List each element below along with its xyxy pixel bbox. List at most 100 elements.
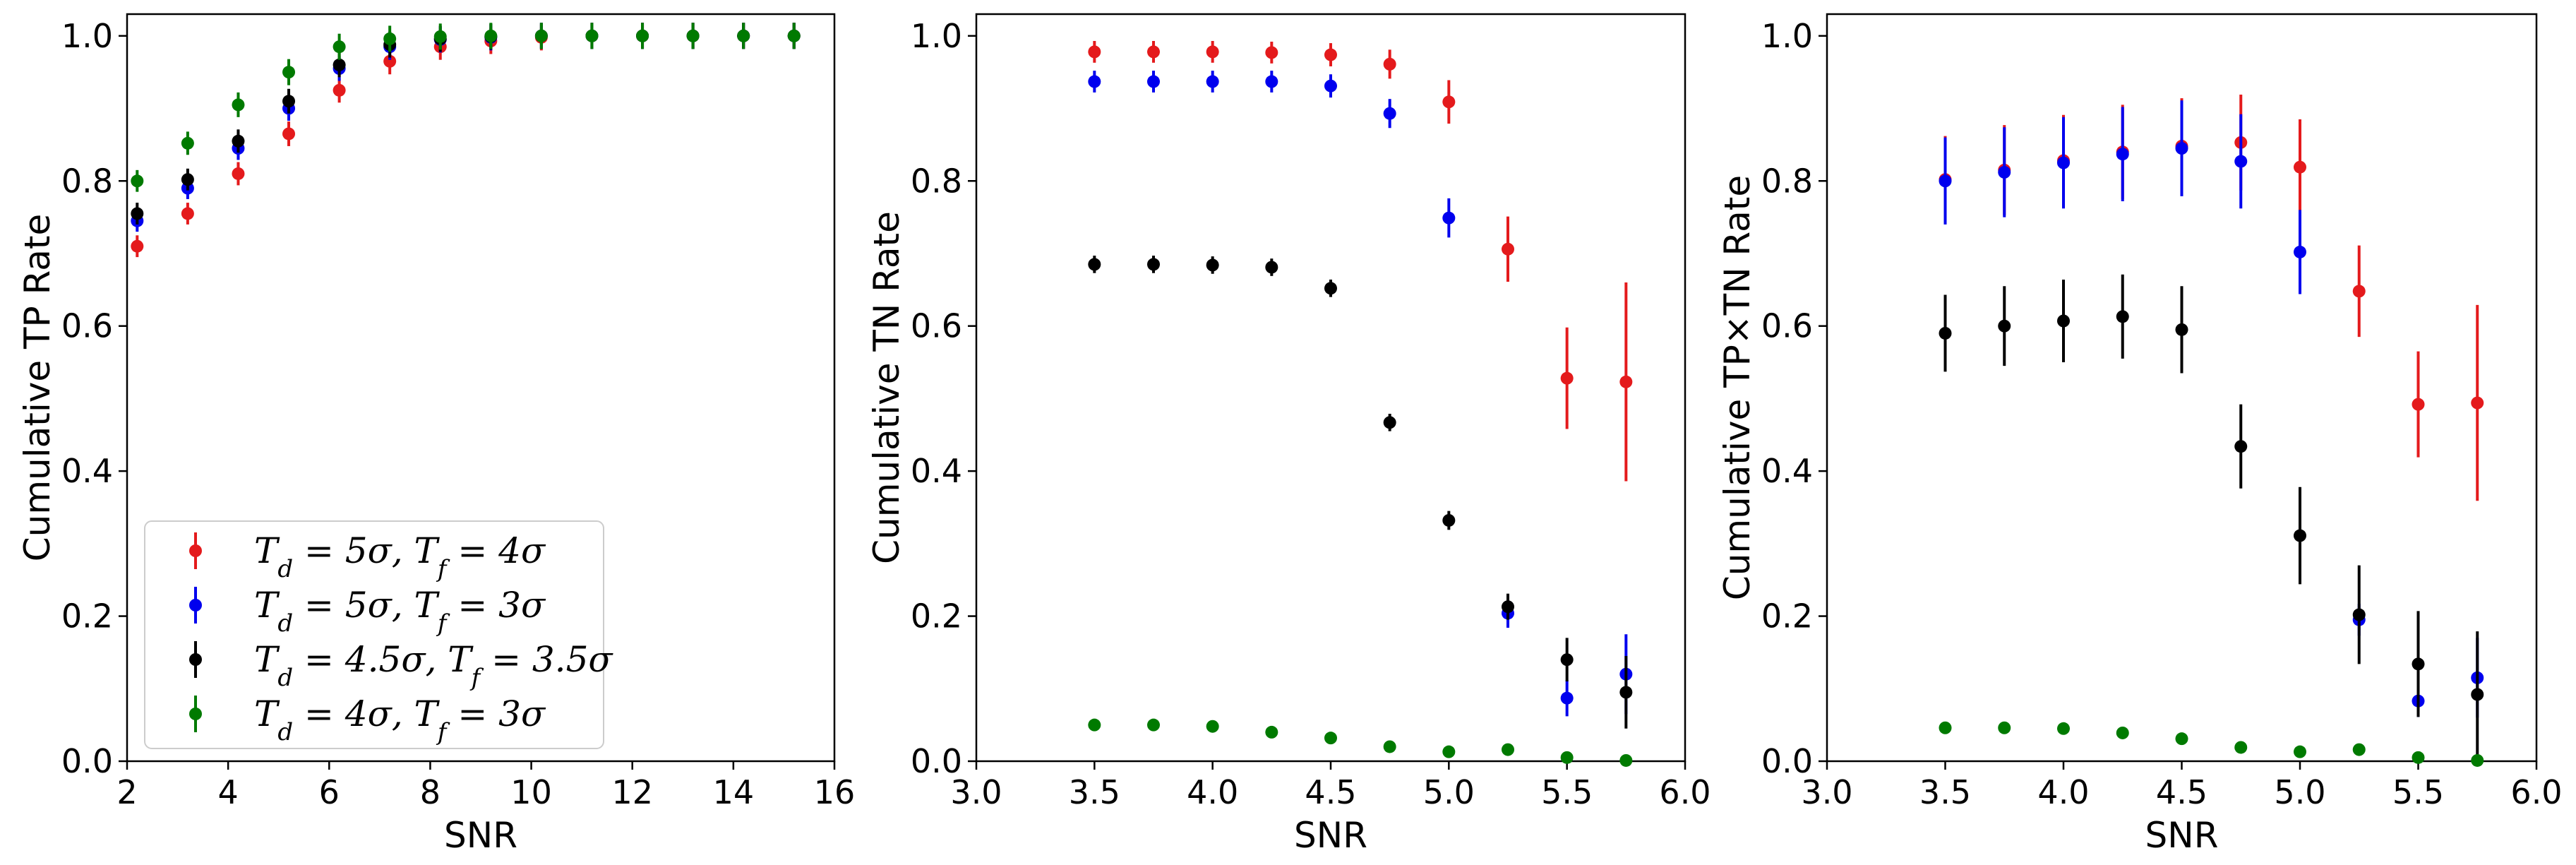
series-1 <box>1088 41 1633 482</box>
series-3 <box>1939 274 2484 758</box>
y-tick-label: 0.8 <box>1761 162 1813 200</box>
x-tick-label: 8 <box>420 773 441 811</box>
data-point <box>484 29 498 42</box>
data-point <box>1502 242 1514 256</box>
legend-marker <box>189 653 202 666</box>
y-tick-label: 0.6 <box>1761 307 1813 345</box>
chart-panel-3: 3.0 3.5 4.0 4.5 5.0 5.5 6.0 0.0 0.2 0.4 0.6 0.8 1.0 S… <box>1717 13 2563 856</box>
x-tick-label: 4 <box>218 773 239 811</box>
data-point <box>2471 396 2484 410</box>
y-tick-label: 0.4 <box>911 452 962 490</box>
data-point <box>2175 142 2188 155</box>
y-tick-label: 0.8 <box>61 162 113 200</box>
data-point <box>2175 732 2188 746</box>
data-point <box>2116 726 2129 739</box>
data-point <box>232 167 245 180</box>
x-tick-label: 3.0 <box>950 773 1002 811</box>
y-tick-label: 0.8 <box>911 162 962 200</box>
data-point <box>2471 753 2484 767</box>
data-point <box>1502 600 1514 614</box>
data-point <box>2294 160 2306 174</box>
y-tick-label: 0.2 <box>911 597 962 636</box>
data-point <box>1383 107 1396 120</box>
data-point <box>1147 75 1160 88</box>
data-point <box>1265 75 1278 88</box>
y-tick-label: 0.2 <box>61 597 113 636</box>
x-axis-label: SNR <box>1294 815 1367 856</box>
series-1 <box>1939 95 2484 501</box>
data-point <box>1619 753 1633 767</box>
data-point <box>1147 45 1160 59</box>
data-point <box>1442 95 1456 109</box>
data-point <box>1324 48 1337 61</box>
data-point <box>2471 688 2484 701</box>
data-point <box>686 29 700 42</box>
x-tick-label: 4.0 <box>1187 773 1238 811</box>
data-point <box>1560 751 1574 764</box>
data-point <box>1088 45 1101 59</box>
data-point <box>131 239 144 253</box>
data-point <box>383 54 397 68</box>
legend-entry: Td = 4.5σ, Tf = 3.5σ <box>254 639 613 692</box>
y-tick-label: 0.4 <box>61 452 113 490</box>
y-axis-label: Cumulative TN Rate <box>866 211 907 564</box>
x-tick-label: 14 <box>713 773 755 811</box>
legend-frame <box>144 520 604 749</box>
data-point <box>1939 721 1952 734</box>
legend-entry: Td = 5σ, Tf = 3σ <box>254 585 546 638</box>
data-point <box>282 66 296 79</box>
x-tick-label: 3.5 <box>1919 773 1971 811</box>
data-point <box>1324 79 1337 93</box>
data-point <box>232 98 245 112</box>
data-point <box>1560 371 1574 385</box>
x-tick-label: 4.5 <box>1305 773 1356 811</box>
series-3 <box>1088 256 1633 729</box>
x-tick-label: 6.0 <box>1659 773 1711 811</box>
data-point <box>1560 691 1574 705</box>
data-point <box>1998 165 2011 179</box>
data-point <box>1619 686 1633 699</box>
x-tick-label: 5.5 <box>1541 773 1593 811</box>
data-point <box>585 29 599 42</box>
data-point <box>2412 657 2425 671</box>
data-point <box>2412 751 2425 764</box>
data-point <box>1324 282 1337 295</box>
data-point <box>333 83 346 97</box>
data-point <box>232 134 245 148</box>
data-point <box>1265 46 1278 59</box>
data-point <box>1088 75 1101 88</box>
x-tick-label: 10 <box>510 773 552 811</box>
data-point <box>1265 261 1278 274</box>
data-point <box>1383 57 1396 71</box>
data-point <box>1383 416 1396 429</box>
data-point <box>1147 718 1160 732</box>
data-point <box>1442 211 1456 225</box>
series-2 <box>1939 100 2484 718</box>
data-point <box>2294 745 2306 758</box>
x-tick-label: 6.0 <box>2510 773 2562 811</box>
x-tick-label: 12 <box>611 773 653 811</box>
series-3 <box>131 23 801 225</box>
series-1 <box>131 23 801 258</box>
x-tick-label: 4.0 <box>2037 773 2089 811</box>
data-point <box>1206 75 1219 88</box>
x-tick-label: 3.5 <box>1069 773 1120 811</box>
x-axis-label: SNR <box>2145 815 2219 856</box>
x-tick-label: 3.0 <box>1801 773 1852 811</box>
data-point <box>1442 513 1456 527</box>
legend-marker <box>189 708 202 720</box>
data-point <box>2116 148 2129 161</box>
data-point <box>2175 323 2188 336</box>
data-point <box>1206 720 1219 733</box>
data-point <box>1939 326 1952 340</box>
data-point <box>131 174 144 188</box>
x-tick-label: 5.0 <box>1423 773 1475 811</box>
data-point <box>181 136 194 150</box>
x-tick-label: 16 <box>814 773 856 811</box>
data-point <box>333 58 346 71</box>
x-tick-label: 2 <box>116 773 137 811</box>
series-4 <box>1939 721 2484 767</box>
data-point <box>737 29 750 42</box>
y-tick-label: 0.6 <box>911 307 962 345</box>
